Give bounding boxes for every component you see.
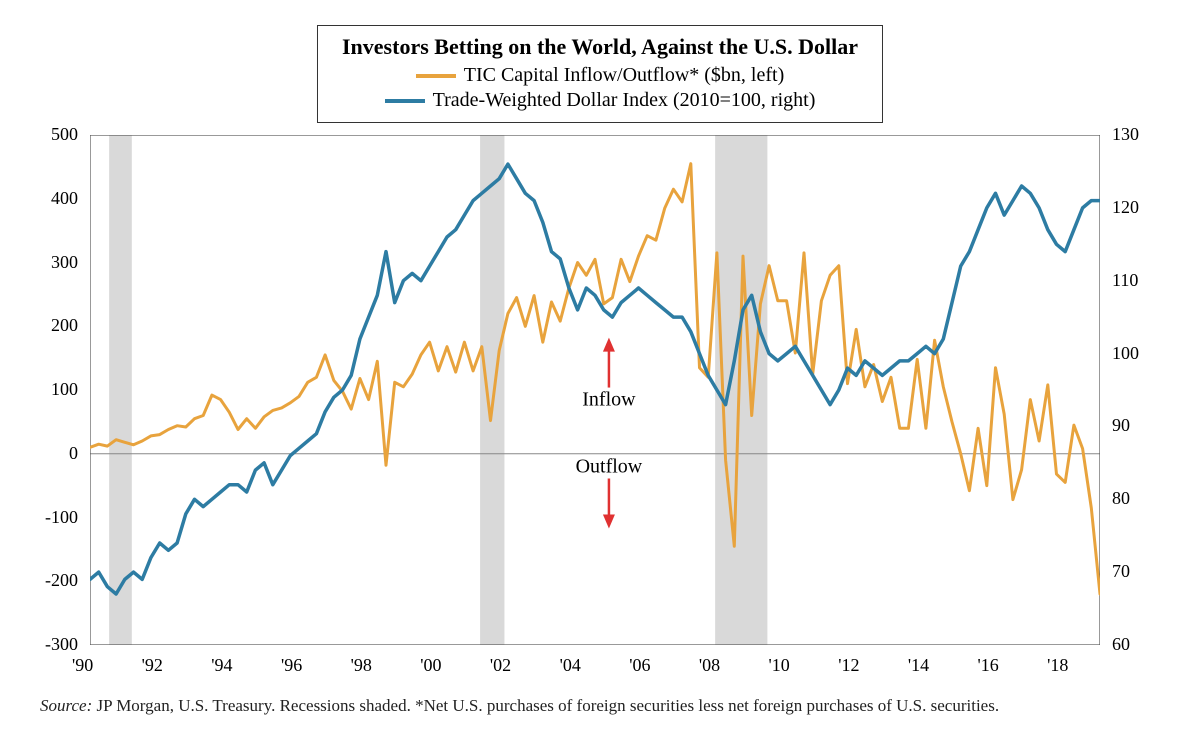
legend-label-1: Trade-Weighted Dollar Index (2010=100, r… — [433, 89, 816, 112]
y-left-tick-label: -300 — [45, 634, 78, 655]
x-tick-label: '96 — [281, 655, 302, 676]
source-note: Source: JP Morgan, U.S. Treasury. Recess… — [40, 695, 1160, 717]
y-left-tick-label: -200 — [45, 570, 78, 591]
plot-area: Inflow Outflow — [90, 135, 1100, 645]
y-left-tick-label: 0 — [69, 443, 78, 464]
x-tick-label: '14 — [908, 655, 929, 676]
y-left-tick-label: 300 — [51, 252, 78, 273]
y-right-tick-label: 100 — [1112, 343, 1139, 364]
x-tick-label: '00 — [420, 655, 441, 676]
plot-svg: Inflow Outflow — [90, 135, 1100, 645]
x-tick-label: '06 — [629, 655, 650, 676]
y-right-tick-label: 130 — [1112, 124, 1139, 145]
legend-swatch-1 — [385, 99, 425, 103]
y-left-tick-label: -100 — [45, 507, 78, 528]
y-right-tick-label: 60 — [1112, 634, 1130, 655]
y-right-tick-label: 70 — [1112, 561, 1130, 582]
x-tick-label: '10 — [769, 655, 790, 676]
x-tick-label: '02 — [490, 655, 511, 676]
y-right-tick-label: 80 — [1112, 488, 1130, 509]
legend-swatch-0 — [416, 74, 456, 78]
y-right-tick-label: 120 — [1112, 197, 1139, 218]
x-tick-label: '04 — [560, 655, 581, 676]
svg-text:Inflow: Inflow — [582, 389, 636, 411]
chart-title: Investors Betting on the World, Against … — [342, 34, 858, 60]
x-tick-label: '98 — [351, 655, 372, 676]
x-tick-label: '92 — [142, 655, 163, 676]
x-tick-label: '08 — [699, 655, 720, 676]
y-left-tick-label: 400 — [51, 188, 78, 209]
y-left-tick-label: 500 — [51, 124, 78, 145]
x-tick-label: '94 — [211, 655, 232, 676]
legend-row-0: TIC Capital Inflow/Outflow* ($bn, left) — [342, 64, 858, 87]
y-left-tick-label: 100 — [51, 379, 78, 400]
source-prefix: Source: — [40, 696, 92, 715]
source-text: JP Morgan, U.S. Treasury. Recessions sha… — [92, 696, 999, 715]
svg-text:Outflow: Outflow — [576, 456, 643, 478]
legend-label-0: TIC Capital Inflow/Outflow* ($bn, left) — [464, 64, 785, 87]
x-tick-label: '18 — [1047, 655, 1068, 676]
y-left-tick-label: 200 — [51, 315, 78, 336]
y-right-tick-label: 110 — [1112, 270, 1138, 291]
x-tick-label: '12 — [838, 655, 859, 676]
y-right-tick-label: 90 — [1112, 415, 1130, 436]
title-legend-box: Investors Betting on the World, Against … — [317, 25, 883, 123]
x-tick-label: '16 — [978, 655, 999, 676]
legend-row-1: Trade-Weighted Dollar Index (2010=100, r… — [342, 89, 858, 112]
chart-container: Investors Betting on the World, Against … — [20, 20, 1180, 717]
x-tick-label: '90 — [72, 655, 93, 676]
